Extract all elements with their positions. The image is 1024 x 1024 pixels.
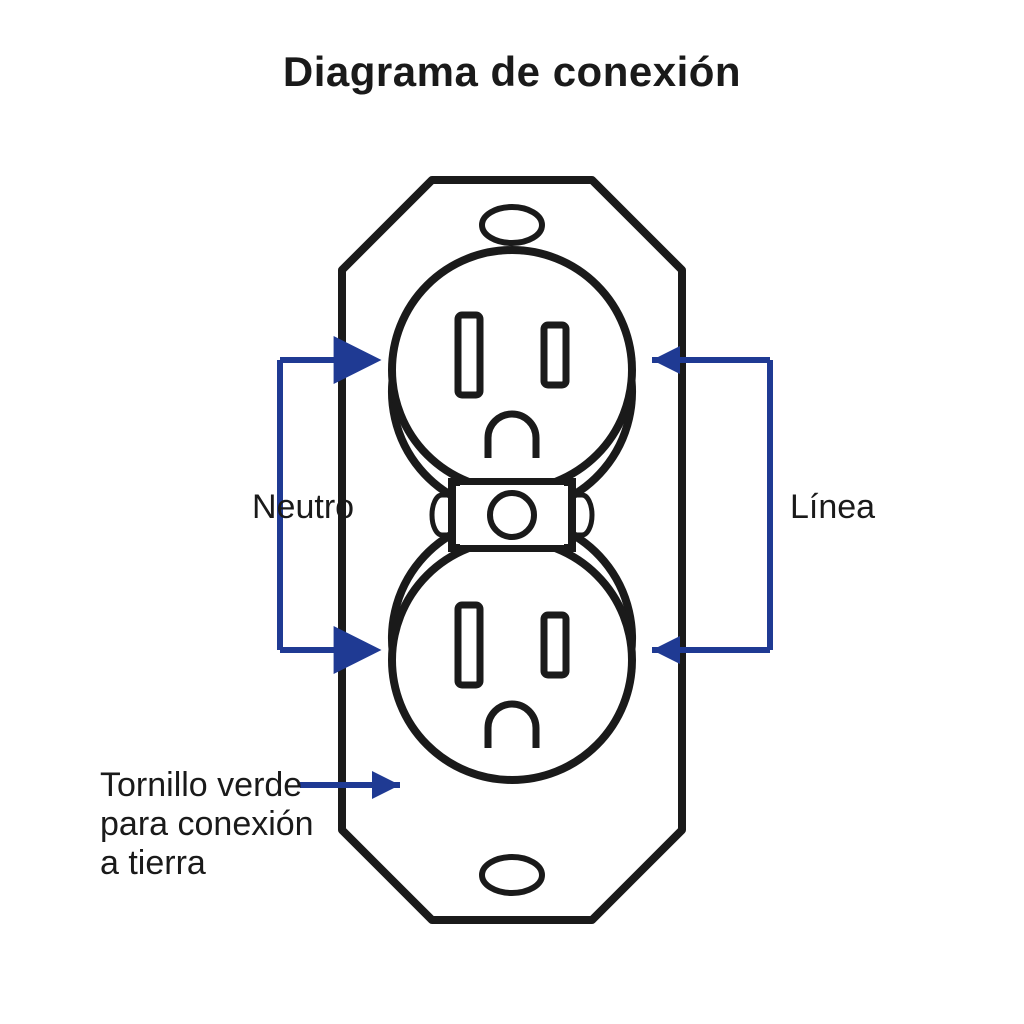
top-receptacle — [392, 250, 632, 490]
bottom-receptacle — [392, 540, 632, 780]
neutro-label: Neutro — [252, 488, 354, 527]
linea-label: Línea — [790, 488, 875, 527]
ground-arrowhead — [372, 771, 400, 799]
top-mount-hole — [482, 207, 542, 243]
diagram-container: Diagrama de conexión — [0, 0, 1024, 1024]
neutro-arrowhead-bottom — [344, 636, 372, 664]
neutro-arrowhead-top — [344, 346, 372, 374]
ground-label: Tornillo verde para conexión a tierra — [100, 766, 314, 883]
bottom-mount-hole — [482, 857, 542, 893]
linea-arrowhead-top — [652, 346, 680, 374]
linea-arrowhead-bottom — [652, 636, 680, 664]
